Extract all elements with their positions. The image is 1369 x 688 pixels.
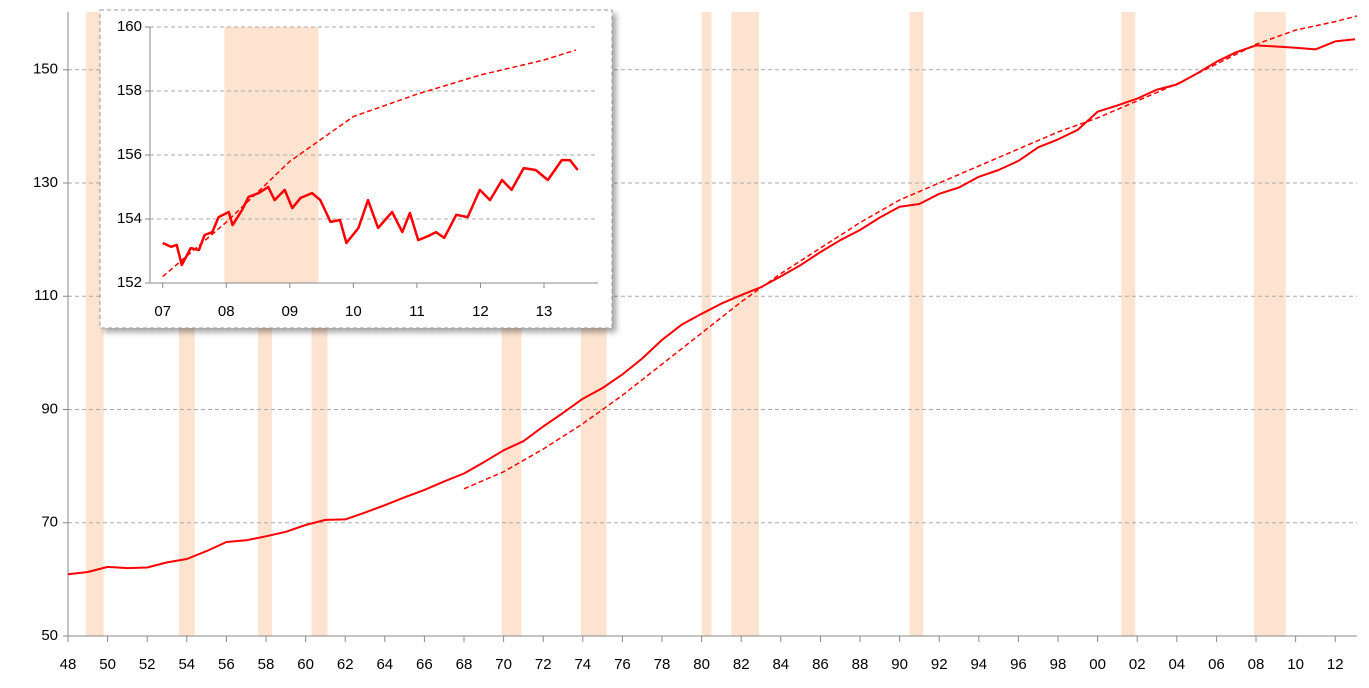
inset-chart: 152 154 156 158 160 07 08 09 10 11 12 13 (99, 9, 613, 329)
x-tick-label: 10 (345, 303, 362, 320)
x-tick-label: 08 (218, 303, 235, 320)
x-tick-label: 70 (495, 656, 512, 673)
x-tick-label: 00 (1089, 656, 1106, 673)
x-tick-label: 07 (154, 303, 171, 320)
x-tick-label: 98 (1050, 656, 1067, 673)
trend-line (463, 15, 1358, 490)
x-tick-label: 82 (733, 656, 750, 673)
x-tick-label: 56 (218, 656, 235, 673)
y-tick-label: 156 (117, 146, 142, 163)
x-tick-label: 64 (376, 656, 393, 673)
recession-band (1121, 12, 1136, 636)
x-tick-label: 68 (456, 656, 473, 673)
x-tick-label: 62 (337, 656, 354, 673)
x-tick-label: 92 (931, 656, 948, 673)
x-tick-label: 86 (812, 656, 829, 673)
y-tick-label: 158 (117, 82, 142, 99)
x-tick-label: 74 (574, 656, 591, 673)
x-tick-label: 50 (99, 656, 116, 673)
x-tick-label: 54 (178, 656, 195, 673)
x-tick-label: 13 (536, 303, 553, 320)
data-line (67, 38, 1356, 576)
x-tick-label: 72 (535, 656, 552, 673)
x-tick-label: 12 (472, 303, 489, 320)
x-tick-label: 02 (1129, 656, 1146, 673)
x-tick-label: 10 (1287, 656, 1304, 673)
y-tick-label: 90 (41, 400, 58, 417)
x-tick-label: 66 (416, 656, 433, 673)
recession-band (731, 12, 760, 636)
x-tick-label: 04 (1168, 656, 1185, 673)
y-tick-label: 130 (33, 174, 58, 191)
x-tick-label: 96 (1010, 656, 1027, 673)
x-tick-label: 76 (614, 656, 631, 673)
x-tick-label: 60 (297, 656, 314, 673)
x-tick-label: 58 (258, 656, 275, 673)
y-tick-label: 160 (117, 18, 142, 35)
y-tick-label: 50 (41, 627, 58, 644)
x-tick-label: 80 (693, 656, 710, 673)
recession-band (701, 12, 712, 636)
x-tick-label: 11 (409, 303, 425, 320)
x-tick-label: 78 (654, 656, 671, 673)
trend-line (162, 49, 577, 278)
y-tick-label: 152 (117, 274, 142, 291)
x-tick-label: 08 (1248, 656, 1265, 673)
data-line (162, 158, 579, 267)
x-tick-label: 48 (60, 656, 77, 673)
y-tick-label: 70 (41, 514, 58, 531)
x-tick-label: 94 (970, 656, 987, 673)
x-tick-label: 90 (891, 656, 908, 673)
x-tick-label: 09 (281, 303, 298, 320)
x-tick-label: 84 (772, 656, 789, 673)
x-tick-label: 52 (139, 656, 156, 673)
x-tick-label: 88 (852, 656, 869, 673)
y-tick-label: 150 (33, 61, 58, 78)
recession-band (909, 12, 924, 636)
recession-band (85, 12, 104, 636)
y-tick-label: 154 (117, 210, 142, 227)
recession-band (1254, 12, 1286, 636)
x-tick-label: 06 (1208, 656, 1225, 673)
x-tick-label: 12 (1327, 656, 1344, 673)
y-tick-label: 110 (34, 287, 58, 304)
